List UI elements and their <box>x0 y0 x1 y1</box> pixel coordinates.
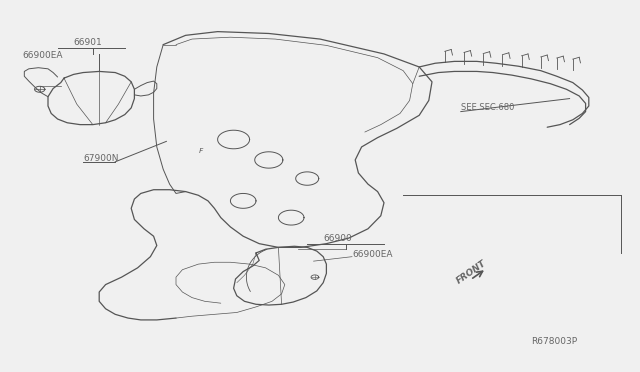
Text: 66900EA: 66900EA <box>352 250 392 259</box>
Text: 67900N: 67900N <box>83 154 118 163</box>
Text: 66901: 66901 <box>74 38 102 47</box>
Text: FRONT: FRONT <box>454 259 488 286</box>
Text: 66900: 66900 <box>323 234 352 243</box>
Text: R678003P: R678003P <box>531 337 577 346</box>
Text: F: F <box>198 148 203 154</box>
Text: 66900EA: 66900EA <box>22 51 63 60</box>
Text: SEE SEC.680: SEE SEC.680 <box>461 103 514 112</box>
